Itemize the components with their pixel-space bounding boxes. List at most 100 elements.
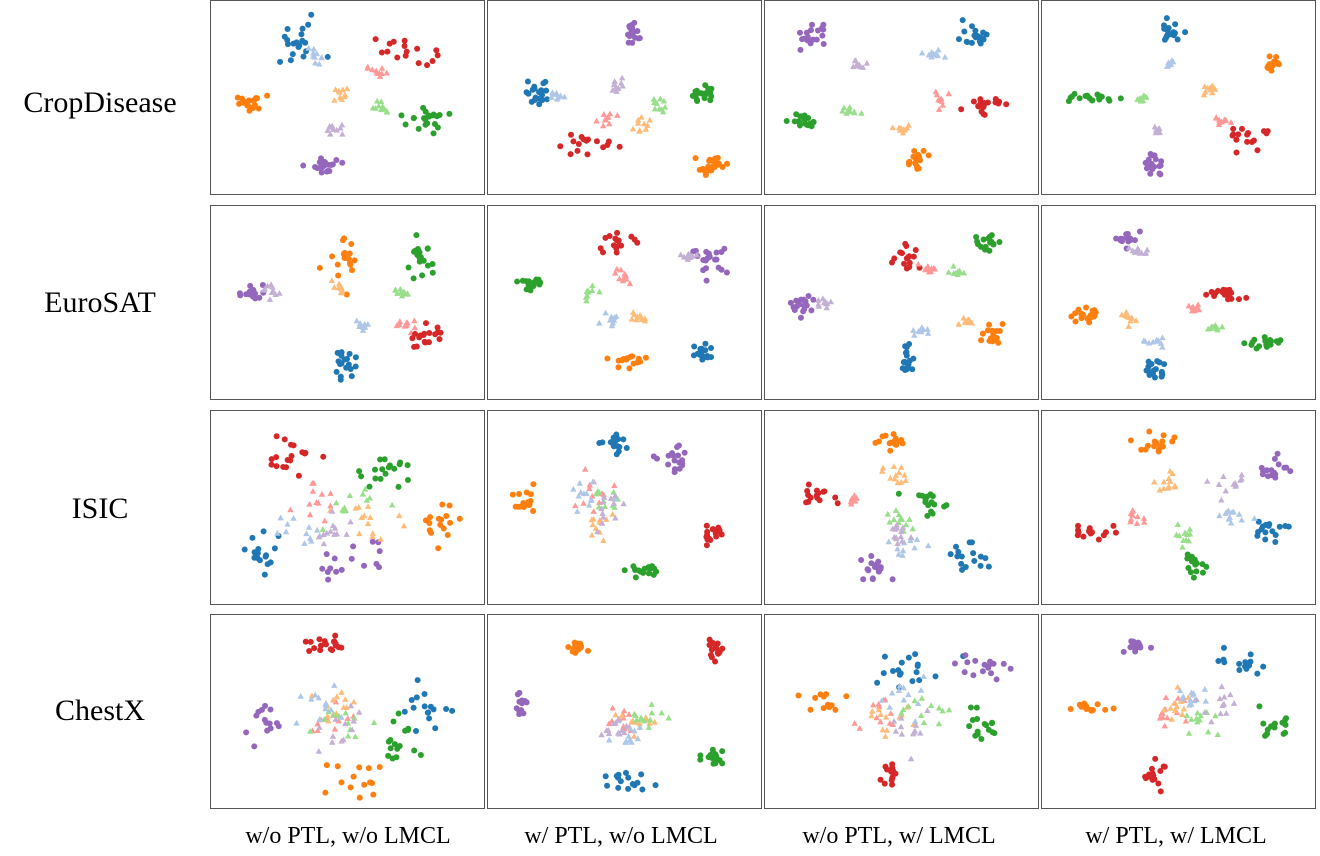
triangle-point	[1221, 117, 1229, 124]
circle-point	[1127, 437, 1134, 444]
triangle-point	[840, 104, 848, 111]
triangle-point	[1142, 250, 1149, 256]
circle-point	[348, 373, 355, 380]
triangle-point	[358, 514, 365, 520]
circle-point	[993, 335, 1000, 342]
circle-point	[597, 245, 604, 252]
circle-point	[826, 704, 833, 711]
triangle-point	[274, 529, 281, 536]
circle-point	[298, 31, 305, 38]
circle-point	[704, 528, 711, 535]
circle-point	[1149, 368, 1156, 375]
scatter-plot	[234, 11, 453, 176]
circle-point	[520, 500, 527, 507]
triangle-point	[1201, 708, 1209, 715]
circle-point	[631, 782, 638, 789]
triangle-point	[1223, 710, 1230, 716]
triangle-point	[609, 704, 616, 711]
circle-point	[1223, 287, 1230, 294]
circle-point	[1238, 125, 1245, 132]
circle-point	[719, 645, 726, 652]
triangle-point	[1143, 94, 1150, 100]
triangle-point	[621, 270, 628, 277]
scatter-plot	[1067, 638, 1290, 795]
triangle-point	[369, 530, 377, 536]
triangle-point	[622, 737, 630, 744]
circle-point	[887, 447, 894, 454]
triangle-point	[610, 720, 618, 726]
circle-point	[1120, 648, 1127, 655]
column-label-3: w/o PTL, w/ LMCL	[802, 823, 996, 849]
circle-point	[1250, 137, 1257, 144]
circle-point	[1182, 29, 1189, 36]
triangle-point	[636, 127, 643, 133]
triangle-point	[853, 494, 860, 501]
scatter-panel	[764, 614, 1039, 809]
circle-point	[327, 565, 334, 572]
circle-point	[1235, 296, 1242, 303]
circle-point	[970, 98, 977, 105]
triangle-point	[1159, 343, 1166, 350]
triangle-point	[846, 104, 853, 110]
circle-point	[376, 564, 383, 571]
column-label-4: w/ PTL, w/ LMCL	[1085, 823, 1267, 849]
circle-point	[325, 576, 332, 583]
circle-point	[977, 243, 984, 250]
circle-point	[832, 706, 839, 713]
triangle-point	[599, 498, 607, 505]
triangle-point	[1231, 479, 1239, 486]
circle-point	[527, 497, 534, 504]
triangle-point	[935, 46, 942, 53]
circle-point	[968, 39, 975, 46]
triangle-point	[342, 709, 349, 716]
circle-point	[1193, 568, 1200, 575]
circle-point	[1146, 428, 1153, 435]
triangle-point	[572, 502, 579, 509]
scatter-plot	[1065, 15, 1282, 178]
triangle-point	[945, 269, 952, 275]
circle-point	[808, 307, 815, 314]
triangle-point	[936, 96, 944, 103]
triangle-point	[910, 327, 917, 333]
circle-point	[903, 349, 910, 356]
circle-point	[370, 791, 377, 798]
triangle-point	[344, 715, 351, 721]
triangle-point	[900, 684, 907, 691]
circle-point	[401, 42, 408, 49]
circle-point	[974, 238, 981, 245]
triangle-point	[1207, 86, 1214, 93]
triangle-point	[331, 725, 339, 732]
circle-point	[308, 11, 315, 18]
circle-point	[703, 522, 710, 529]
circle-point	[530, 481, 537, 488]
triangle-point	[609, 315, 616, 322]
triangle-point	[589, 521, 596, 528]
circle-point	[713, 160, 720, 167]
triangle-point	[356, 320, 364, 326]
triangle-point	[331, 531, 338, 537]
triangle-point	[327, 527, 334, 534]
triangle-point	[1149, 338, 1157, 345]
circle-point	[671, 466, 678, 473]
circle-point	[382, 470, 389, 477]
triangle-point	[383, 108, 391, 114]
circle-point	[1233, 136, 1240, 143]
circle-point	[708, 345, 715, 352]
circle-point	[379, 466, 386, 473]
circle-point	[712, 528, 719, 535]
triangle-point	[618, 74, 626, 81]
circle-point	[1087, 529, 1094, 536]
triangle-point	[1131, 249, 1139, 255]
triangle-point	[308, 695, 315, 702]
triangle-point	[1222, 510, 1229, 516]
triangle-point	[1237, 477, 1244, 483]
circle-point	[958, 553, 965, 560]
circle-point	[1229, 132, 1236, 139]
circle-point	[401, 708, 408, 715]
circle-point	[810, 118, 817, 125]
triangle-point	[626, 280, 634, 287]
circle-point	[912, 246, 919, 253]
triangle-point	[603, 516, 610, 522]
circle-point	[584, 151, 591, 158]
triangle-point	[629, 125, 637, 132]
